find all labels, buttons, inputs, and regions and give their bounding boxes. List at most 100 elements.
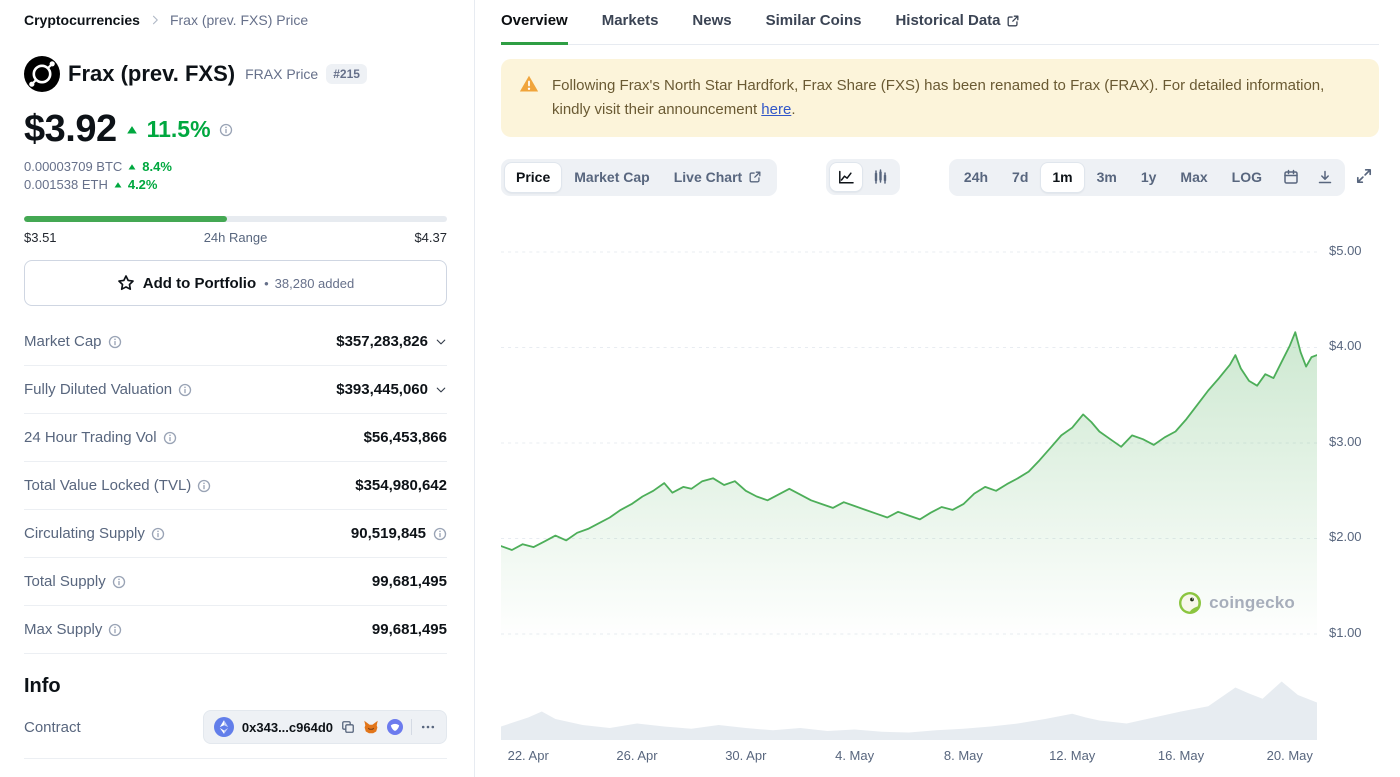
more-options-icon[interactable] bbox=[420, 719, 436, 735]
external-link-icon bbox=[1006, 14, 1020, 28]
add-to-portfolio-button[interactable]: Add to Portfolio • 38,280 added bbox=[24, 260, 447, 306]
tab-overview[interactable]: Overview bbox=[501, 12, 568, 45]
download-chart-button[interactable] bbox=[1309, 163, 1341, 191]
stat-row-market-cap[interactable]: Market Cap $357,283,826 bbox=[24, 318, 447, 366]
watermark-text: coingecko bbox=[1209, 592, 1295, 612]
candle-chart-toggle[interactable] bbox=[864, 163, 896, 191]
stats-table: Market Cap $357,283,826 Fully Diluted Va… bbox=[24, 318, 447, 654]
info-icon[interactable] bbox=[112, 575, 126, 589]
info-icon[interactable] bbox=[163, 431, 177, 445]
price-chart[interactable]: $5.00 $4.00 $3.00 $2.00 $1.00 22. Apr 26. Apr… bbox=[501, 220, 1379, 772]
range-1y-button[interactable]: 1y bbox=[1130, 163, 1168, 192]
stat-label: Total Supply bbox=[24, 573, 106, 590]
coin-header: Frax (prev. FXS) FRAX Price #215 bbox=[24, 56, 447, 92]
y-axis-tick: $5.00 bbox=[1329, 242, 1362, 258]
market-cap-view-button[interactable]: Market Cap bbox=[563, 163, 660, 192]
x-axis-tick: 30. Apr bbox=[725, 747, 767, 763]
time-range-segment: 24h 7d 1m 3m 1y Max LOG bbox=[948, 159, 1345, 196]
coingecko-logo-icon bbox=[1179, 591, 1202, 614]
chevron-down-icon[interactable] bbox=[435, 336, 447, 348]
24h-range: $3.51 24h Range $4.37 bbox=[24, 216, 447, 245]
x-axis-tick: 16. May bbox=[1157, 747, 1205, 763]
wallet-icon[interactable] bbox=[387, 719, 403, 735]
stat-value: $357,283,826 bbox=[336, 333, 428, 350]
live-chart-button[interactable]: Live Chart bbox=[663, 163, 773, 192]
log-scale-button[interactable]: LOG bbox=[1221, 163, 1273, 192]
x-axis-tick: 26. Apr bbox=[616, 747, 658, 763]
range-7d-button[interactable]: 7d bbox=[1001, 163, 1039, 192]
range-1m-button[interactable]: 1m bbox=[1041, 163, 1084, 192]
info-icon[interactable] bbox=[178, 383, 192, 397]
tab-label: Historical Data bbox=[895, 12, 1001, 29]
stat-value: $393,445,060 bbox=[336, 381, 428, 398]
y-axis-tick: $4.00 bbox=[1329, 338, 1362, 354]
btc-value: 0.00003709 BTC bbox=[24, 159, 123, 174]
copy-icon[interactable] bbox=[341, 720, 355, 734]
y-axis-tick: $1.00 bbox=[1329, 624, 1362, 640]
breadcrumb-current: Frax (prev. FXS) Price bbox=[169, 12, 309, 28]
y-axis-tick: $3.00 bbox=[1329, 433, 1362, 449]
tab-label: Markets bbox=[601, 12, 659, 29]
stat-label: Circulating Supply bbox=[24, 525, 145, 542]
stat-row-max-supply: Max Supply 99,681,495 bbox=[24, 606, 447, 654]
button-label: Live Chart bbox=[673, 169, 743, 185]
tab-news[interactable]: News bbox=[692, 12, 731, 45]
stat-row-fdv[interactable]: Fully Diluted Valuation $393,445,060 bbox=[24, 366, 447, 414]
y-axis-tick: $2.00 bbox=[1329, 529, 1362, 545]
breadcrumb: Cryptocurrencies Frax (prev. FXS) Price bbox=[24, 12, 447, 28]
rank-badge: #215 bbox=[326, 64, 367, 84]
notice-here-link[interactable]: here bbox=[761, 101, 792, 118]
button-label: Market Cap bbox=[574, 169, 650, 185]
coin-price-label: FRAX Price bbox=[245, 66, 319, 82]
chevron-down-icon[interactable] bbox=[435, 384, 447, 396]
info-icon[interactable] bbox=[108, 335, 122, 349]
button-label: 7d bbox=[1012, 169, 1029, 185]
ethereum-icon bbox=[213, 717, 234, 737]
price-change: 11.5% bbox=[146, 116, 211, 142]
stat-label: Fully Diluted Valuation bbox=[24, 381, 173, 398]
tab-markets[interactable]: Markets bbox=[602, 12, 659, 45]
metamask-icon[interactable] bbox=[363, 719, 379, 735]
price-view-button[interactable]: Price bbox=[505, 163, 562, 192]
info-icon[interactable] bbox=[197, 479, 211, 493]
range-24h-button[interactable]: 24h bbox=[953, 163, 999, 192]
range-low: $3.51 bbox=[24, 230, 57, 245]
notice-text: Following Frax's North Star Hardfork, Fr… bbox=[552, 74, 1361, 122]
alt-prices: 0.00003709 BTC 8.4% 0.001538 ETH 4.2% bbox=[24, 159, 447, 192]
coin-main: Overview Markets News Similar Coins Hist… bbox=[475, 0, 1400, 777]
tab-similar-coins[interactable]: Similar Coins bbox=[766, 12, 862, 45]
range-high: $4.37 bbox=[414, 230, 447, 245]
breadcrumb-cryptocurrencies[interactable]: Cryptocurrencies bbox=[24, 12, 140, 28]
x-axis-tick: 4. May bbox=[835, 747, 875, 763]
info-icon[interactable] bbox=[433, 527, 447, 541]
chart-plot-area[interactable] bbox=[501, 220, 1317, 740]
x-axis-labels: 22. Apr 26. Apr 30. Apr 4. May 8. May 12. May… bbox=[501, 748, 1317, 766]
contract-pill[interactable]: 0x343...c964d0 bbox=[202, 710, 447, 744]
contract-row: Contract 0x343...c964d0 bbox=[24, 710, 447, 759]
button-label: 3m bbox=[1096, 169, 1117, 185]
range-3m-button[interactable]: 3m bbox=[1086, 163, 1128, 192]
contract-label: Contract bbox=[24, 718, 81, 736]
stat-value: 99,681,495 bbox=[371, 573, 447, 590]
btc-up-icon bbox=[127, 162, 137, 172]
line-chart-toggle[interactable] bbox=[830, 163, 863, 192]
date-picker-button[interactable] bbox=[1275, 163, 1307, 191]
price-info-icon[interactable] bbox=[219, 123, 233, 137]
stat-label: Market Cap bbox=[24, 333, 102, 350]
tab-historical-data[interactable]: Historical Data bbox=[895, 12, 1019, 45]
range-max-button[interactable]: Max bbox=[1169, 163, 1218, 192]
rename-notice-banner: Following Frax's North Star Hardfork, Fr… bbox=[501, 59, 1379, 137]
info-icon[interactable] bbox=[108, 623, 122, 637]
dot-separator: • bbox=[264, 275, 269, 291]
price-row: $3.92 11.5% bbox=[24, 108, 447, 151]
info-icon[interactable] bbox=[151, 527, 165, 541]
button-label: LOG bbox=[1231, 169, 1262, 185]
stat-row-total-supply: Total Supply 99,681,495 bbox=[24, 558, 447, 606]
stat-value: 99,681,495 bbox=[371, 621, 447, 638]
x-axis-tick: 20. May bbox=[1266, 747, 1313, 763]
fullscreen-button[interactable] bbox=[1349, 161, 1379, 194]
download-icon bbox=[1317, 169, 1333, 185]
stat-value: 90,519,845 bbox=[350, 525, 426, 542]
stat-label: Total Value Locked (TVL) bbox=[24, 477, 192, 494]
